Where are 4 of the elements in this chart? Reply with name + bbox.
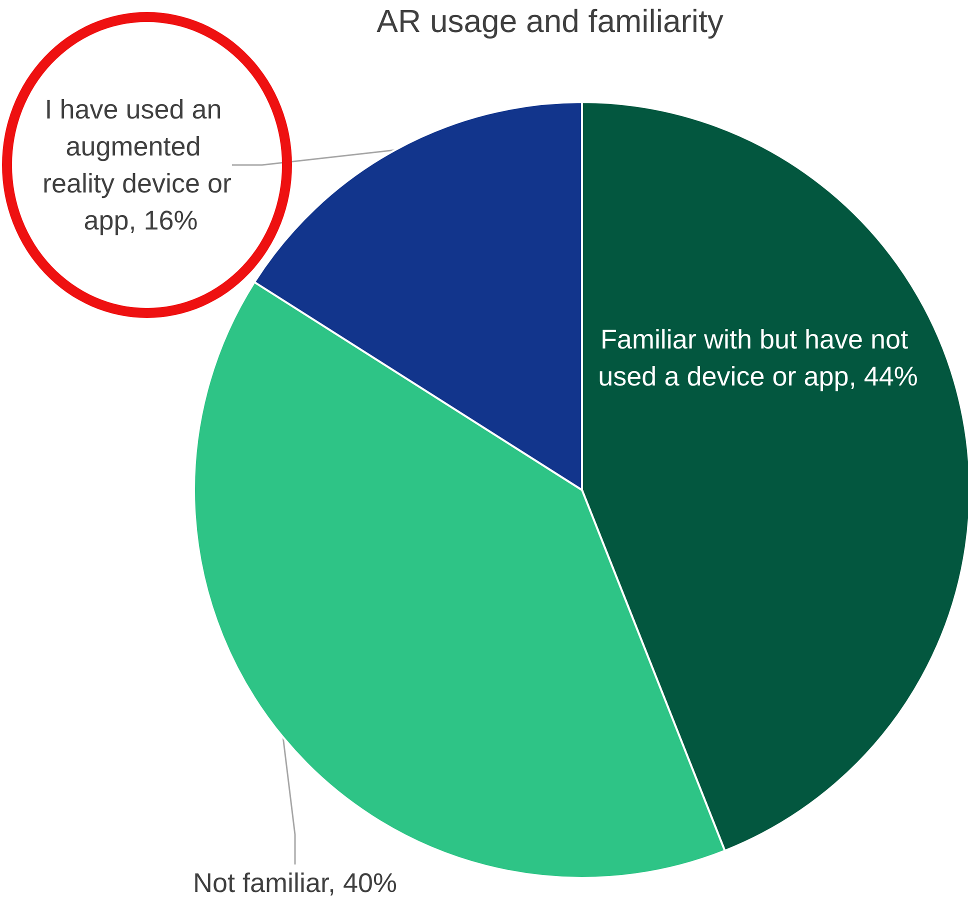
chart-title: AR usage and familiarity — [376, 3, 724, 39]
slice-label: I have used an augmented reality device or app, 16% — [42, 94, 232, 236]
slice-label: Familiar with but have not used a device or app, 44% — [598, 324, 918, 392]
slice-label: Not familiar, 40% — [192, 868, 398, 898]
